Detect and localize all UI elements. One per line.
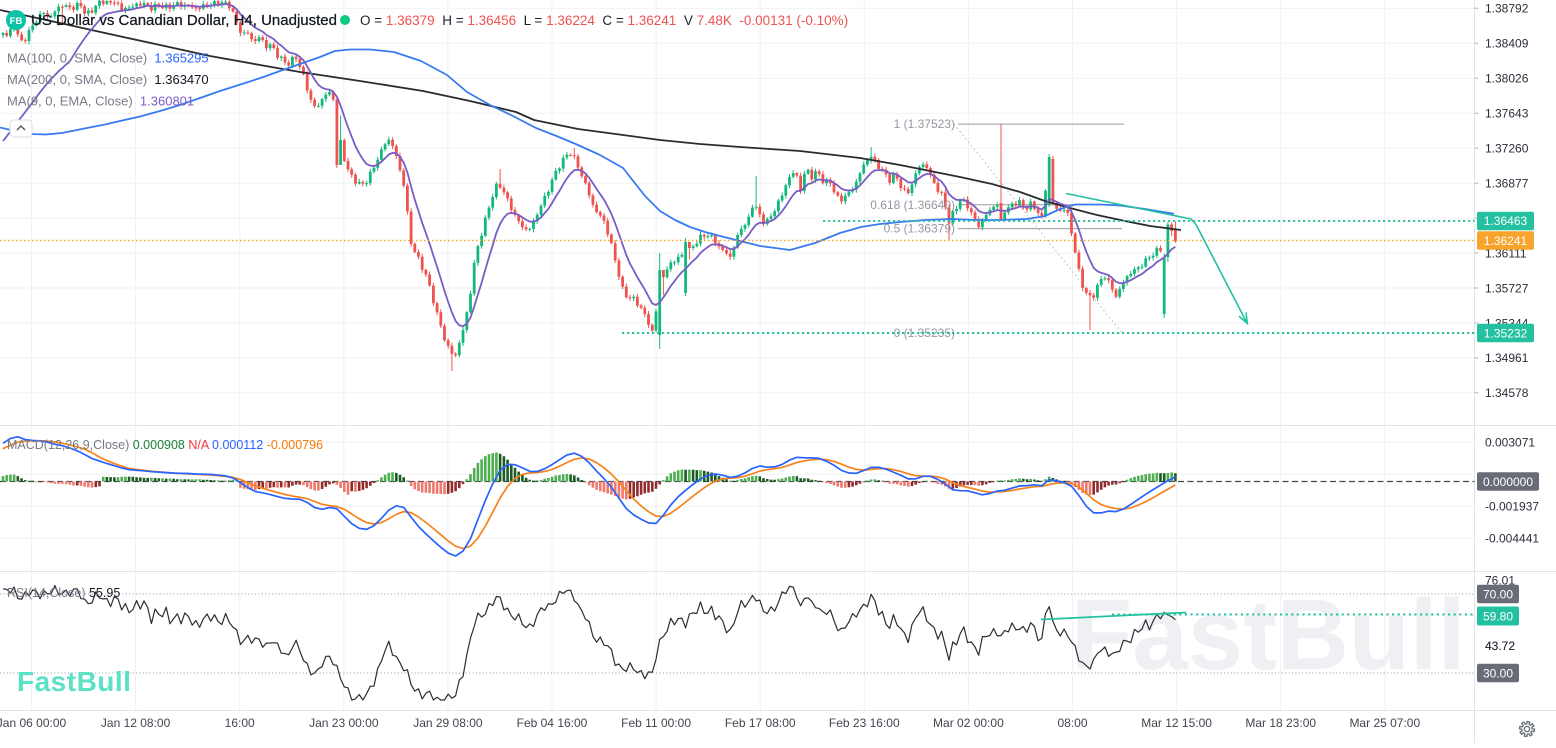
- svg-text:Jan 23 00:00: Jan 23 00:00: [309, 716, 379, 730]
- svg-text:08:00: 08:00: [1057, 716, 1087, 730]
- svg-text:16:00: 16:00: [225, 716, 255, 730]
- svg-text:1 (1.37523): 1 (1.37523): [894, 117, 955, 131]
- svg-text:MA(100, 0, SMA, Close) 1.3652: MA(100, 0, SMA, Close) 1.365295: [7, 51, 209, 66]
- svg-text:1.36111: 1.36111: [1485, 246, 1527, 260]
- svg-text:1.35727: 1.35727: [1485, 281, 1529, 295]
- svg-text:43.72: 43.72: [1485, 639, 1515, 653]
- svg-text:1.38026: 1.38026: [1485, 72, 1529, 86]
- svg-text:-0.004441: -0.004441: [1485, 531, 1539, 545]
- svg-text:MA(9, 0, EMA, Close) 1.360801: MA(9, 0, EMA, Close) 1.360801: [7, 94, 194, 109]
- svg-text:FastBull: FastBull: [17, 666, 131, 697]
- svg-text:Mar 12 15:00: Mar 12 15:00: [1141, 716, 1212, 730]
- svg-text:Feb 17 08:00: Feb 17 08:00: [725, 716, 796, 730]
- svg-text:0.5 (1.36379): 0.5 (1.36379): [884, 222, 955, 236]
- svg-text:1.34578: 1.34578: [1485, 386, 1529, 400]
- svg-text:Jan 29 08:00: Jan 29 08:00: [413, 716, 483, 730]
- svg-text:1.37643: 1.37643: [1485, 107, 1529, 121]
- svg-text:FastBull: FastBull: [1071, 579, 1465, 691]
- svg-text:Mar 25 07:00: Mar 25 07:00: [1349, 716, 1420, 730]
- svg-text:Feb 23 16:00: Feb 23 16:00: [829, 716, 900, 730]
- svg-text:30.00: 30.00: [1483, 666, 1513, 680]
- svg-text:1.36241: 1.36241: [1484, 234, 1528, 248]
- svg-text:1.36463: 1.36463: [1484, 214, 1528, 228]
- svg-text:76.01: 76.01: [1485, 573, 1515, 587]
- svg-text:0.618 (1.36640): 0.618 (1.36640): [870, 198, 955, 212]
- svg-text:Jan 06 00:00: Jan 06 00:00: [0, 716, 67, 730]
- svg-text:MA(200, 0, SMA, Close) 1.3634: MA(200, 0, SMA, Close) 1.363470: [7, 72, 209, 87]
- svg-text:US Dollar vs Canadian Dollar,: US Dollar vs Canadian Dollar, H4, Unadju…: [31, 12, 337, 29]
- svg-text:Mar 02 00:00: Mar 02 00:00: [933, 716, 1004, 730]
- svg-text:1.38792: 1.38792: [1485, 2, 1529, 16]
- svg-text:Feb 11 00:00: Feb 11 00:00: [621, 716, 691, 730]
- svg-text:1.36877: 1.36877: [1485, 176, 1529, 190]
- svg-text:0 (1.35235): 0 (1.35235): [894, 326, 955, 340]
- svg-text:59.80: 59.80: [1483, 609, 1513, 623]
- svg-text:1.35232: 1.35232: [1484, 326, 1528, 340]
- svg-text:O = 1.36379 H = 1.36456 L =: O = 1.36379 H = 1.36456 L = 1.36224 C = …: [360, 13, 848, 28]
- svg-text:1.34961: 1.34961: [1485, 351, 1529, 365]
- svg-text:Feb 04 16:00: Feb 04 16:00: [517, 716, 588, 730]
- svg-text:70.00: 70.00: [1483, 587, 1513, 601]
- svg-text:RSI(14,Close) 55.95: RSI(14,Close) 55.95: [7, 586, 120, 600]
- svg-text:Mar 18 23:00: Mar 18 23:00: [1245, 716, 1316, 730]
- svg-text:0.000000: 0.000000: [1483, 475, 1533, 489]
- svg-text:-0.001937: -0.001937: [1485, 500, 1539, 514]
- svg-text:Jan 12 08:00: Jan 12 08:00: [101, 716, 171, 730]
- svg-text:0.003071: 0.003071: [1485, 436, 1535, 450]
- svg-text:1.37260: 1.37260: [1485, 142, 1529, 156]
- svg-text:1.38409: 1.38409: [1485, 37, 1529, 51]
- svg-text:43.72: 43.72: [1485, 639, 1515, 653]
- svg-text:MACD(12,26,9,Close) 0.000908 N: MACD(12,26,9,Close) 0.000908 N/A 0.00011…: [7, 438, 323, 452]
- svg-text:FB: FB: [10, 16, 23, 27]
